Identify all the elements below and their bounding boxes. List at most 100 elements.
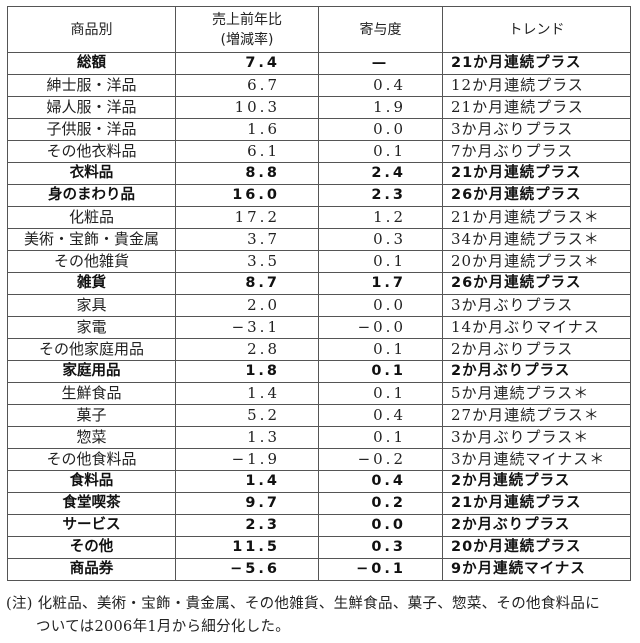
cell-contribution: 0.1 — [318, 426, 443, 449]
cell-trend: 34か月連続プラス＊ — [442, 228, 631, 251]
cell-trend: 3か月ぶりプラス＊ — [442, 426, 631, 449]
table-row: 家具 2.0 0.0 3か月ぶりプラス — [7, 294, 631, 317]
header-contribution: 寄与度 — [318, 6, 443, 53]
table-row: その他食料品 −1.9 −0.2 3か月連続マイナス＊ — [7, 448, 631, 471]
cell-contribution: −0.0 — [318, 316, 443, 339]
cell-category: 家電 — [7, 316, 176, 339]
cell-contribution: 0.0 — [318, 514, 443, 537]
cell-category: 生鮮食品 — [7, 382, 176, 405]
cell-trend: 14か月ぶりマイナス — [442, 316, 631, 339]
cell-yoy: 6.7 — [175, 74, 319, 97]
cell-yoy: 1.4 — [175, 382, 319, 405]
cell-yoy: −3.1 — [175, 316, 319, 339]
cell-contribution: 0.1 — [318, 382, 443, 405]
header-trend: トレンド — [442, 6, 631, 53]
cell-yoy: 2.8 — [175, 338, 319, 361]
cell-category: 食料品 — [7, 470, 176, 493]
table-row: 雑貨 8.7 1.7 26か月連続プラス — [7, 272, 631, 295]
cell-category: その他食料品 — [7, 448, 176, 471]
cell-contribution: 1.2 — [318, 206, 443, 229]
cell-yoy: −1.9 — [175, 448, 319, 471]
table-row: サービス 2.3 0.0 2か月ぶりプラス — [7, 514, 631, 537]
cell-category: 家庭用品 — [7, 360, 176, 383]
cell-category: 美術・宝飾・貴金属 — [7, 228, 176, 251]
footnote-line1: (注) 化粧品、美術・宝飾・貴金属、その他雑貨、生鮮食品、菓子、惣菜、その他食料… — [6, 596, 601, 612]
cell-trend: 21か月連続プラス＊ — [442, 206, 631, 229]
cell-yoy: 9.7 — [175, 492, 319, 515]
cell-category: 紳士服・洋品 — [7, 74, 176, 97]
cell-contribution: 0.4 — [318, 404, 443, 427]
cell-trend: 26か月連続プラス — [442, 184, 631, 207]
cell-trend: 20か月連続プラス — [442, 536, 631, 559]
cell-contribution: 2.4 — [318, 162, 443, 185]
table-row: 紳士服・洋品 6.7 0.4 12か月連続プラス — [7, 74, 631, 97]
table-row: 食料品 1.4 0.4 2か月連続プラス — [7, 470, 631, 493]
cell-yoy: 1.3 — [175, 426, 319, 449]
cell-yoy: 6.1 — [175, 140, 319, 163]
cell-category: 化粧品 — [7, 206, 176, 229]
cell-trend: 2か月ぶりプラス — [442, 338, 631, 361]
table-row: 美術・宝飾・貴金属 3.7 0.3 34か月連続プラス＊ — [7, 228, 631, 251]
cell-yoy: 11.5 — [175, 536, 319, 559]
cell-contribution: 0.4 — [318, 470, 443, 493]
cell-category: サービス — [7, 514, 176, 537]
table-row: 総額 7.4—21か月連続プラス — [7, 52, 631, 75]
cell-trend: 21か月連続プラス — [442, 492, 631, 515]
cell-category: 子供服・洋品 — [7, 118, 176, 141]
cell-category: 身のまわり品 — [7, 184, 176, 207]
cell-trend: 3か月ぶりプラス — [442, 294, 631, 317]
cell-yoy: 1.8 — [175, 360, 319, 383]
cell-yoy: 8.8 — [175, 162, 319, 185]
cell-category: その他雑貨 — [7, 250, 176, 273]
table-row: 家電 −3.1 −0.0 14か月ぶりマイナス — [7, 316, 631, 339]
cell-contribution: 0.0 — [318, 118, 443, 141]
cell-yoy: 7.4 — [175, 52, 319, 75]
cell-trend: 21か月連続プラス — [442, 52, 631, 75]
cell-yoy: 17.2 — [175, 206, 319, 229]
table-row: 商品券 −5.6 −0.1 9か月連続マイナス — [7, 558, 631, 581]
cell-trend: 3か月連続マイナス＊ — [442, 448, 631, 471]
header-yoy: 売上前年比 (増減率) — [175, 6, 319, 53]
cell-contribution: 0.1 — [318, 140, 443, 163]
cell-yoy: −5.6 — [175, 558, 319, 581]
cell-category: 菓子 — [7, 404, 176, 427]
cell-category: その他 — [7, 536, 176, 559]
cell-yoy: 3.7 — [175, 228, 319, 251]
table-row: 衣料品 8.8 2.4 21か月連続プラス — [7, 162, 631, 185]
cell-contribution: 0.4 — [318, 74, 443, 97]
cell-contribution: 0.1 — [318, 250, 443, 273]
cell-yoy: 3.5 — [175, 250, 319, 273]
footnote: (注) 化粧品、美術・宝飾・貴金属、その他雑貨、生鮮食品、菓子、惣菜、その他食料… — [6, 593, 600, 639]
cell-trend: 5か月連続プラス＊ — [442, 382, 631, 405]
cell-trend: 12か月連続プラス — [442, 74, 631, 97]
cell-yoy: 16.0 — [175, 184, 319, 207]
header-category: 商品別 — [7, 6, 176, 53]
table-row: その他 11.5 0.3 20か月連続プラス — [7, 536, 631, 559]
table-row: その他家庭用品 2.8 0.1 2か月ぶりプラス — [7, 338, 631, 361]
cell-contribution: 0.1 — [318, 338, 443, 361]
table-row: 惣菜 1.3 0.1 3か月ぶりプラス＊ — [7, 426, 631, 449]
table-row: 生鮮食品 1.4 0.1 5か月連続プラス＊ — [7, 382, 631, 405]
header-yoy-line1: 売上前年比 — [212, 11, 282, 28]
cell-trend: 2か月ぶりプラス — [442, 514, 631, 537]
table-row: 家庭用品 1.8 0.1 2か月ぶりプラス — [7, 360, 631, 383]
table-row: 身のまわり品 16.0 2.3 26か月連続プラス — [7, 184, 631, 207]
cell-yoy: 10.3 — [175, 96, 319, 119]
cell-trend: 3か月ぶりプラス — [442, 118, 631, 141]
cell-yoy: 2.0 — [175, 294, 319, 317]
cell-category: 食堂喫茶 — [7, 492, 176, 515]
table-row: 化粧品 17.2 1.2 21か月連続プラス＊ — [7, 206, 631, 229]
table-row: 食堂喫茶 9.7 0.2 21か月連続プラス — [7, 492, 631, 515]
cell-contribution: 1.7 — [318, 272, 443, 295]
table-row: 婦人服・洋品 10.3 1.9 21か月連続プラス — [7, 96, 631, 119]
cell-contribution: −0.1 — [318, 558, 443, 581]
cell-contribution: 0.2 — [318, 492, 443, 515]
cell-contribution: 0.3 — [318, 536, 443, 559]
cell-contribution: 2.3 — [318, 184, 443, 207]
cell-yoy: 8.7 — [175, 272, 319, 295]
cell-trend: 21か月連続プラス — [442, 96, 631, 119]
cell-yoy: 1.4 — [175, 470, 319, 493]
cell-category: 衣料品 — [7, 162, 176, 185]
cell-category: 商品券 — [7, 558, 176, 581]
cell-category: 総額 — [7, 52, 176, 75]
